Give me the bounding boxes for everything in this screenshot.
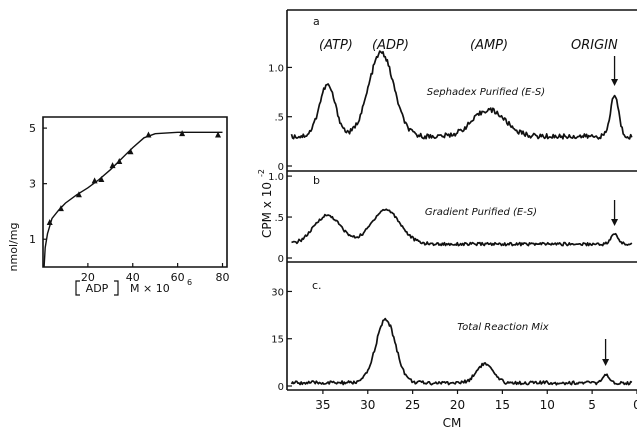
left-y-tick-label: 5 (29, 122, 36, 135)
panel-c-y-tick-label: 15 (271, 335, 284, 346)
panel-a-y-tick-label: 1.0 (268, 63, 284, 74)
left-data-point (215, 131, 222, 138)
right-plot-frame (286, 9, 637, 391)
panel-c-arrow-icon (602, 339, 610, 366)
right-y-axis-label: CPM x 10 -2 (257, 169, 274, 238)
panel-b-y-ticks: 0 .5 1.0 (268, 172, 292, 265)
left-x-label-bracket-text: ADP (86, 282, 109, 295)
panel-c-y-ticks: 0 15 30 (271, 287, 292, 393)
left-x-tick-label: 80 (216, 271, 230, 284)
left-x-axis-label: ADP M × 10 6 (75, 278, 192, 296)
arrow-head (602, 359, 610, 366)
panel-a-trace (290, 50, 633, 140)
left-y-ticks: 1 3 5 (29, 122, 47, 246)
right-x-ticks: 35 30 25 20 15 10 5 0 (315, 390, 637, 412)
panel-c-letter: c. (312, 279, 322, 292)
left-data-point (109, 162, 116, 169)
left-data-point (75, 191, 82, 198)
panel-c-y-tick-label: 0 (278, 382, 284, 393)
left-data-point (57, 205, 64, 212)
peak-label-amp: (AMP) (470, 38, 508, 53)
left-x-tick-label: 60 (171, 271, 185, 284)
left-bracket-open (75, 280, 80, 296)
panel-b-y-tick-label: 0 (278, 254, 284, 265)
left-x-tick-label: 40 (126, 271, 140, 284)
panel-b-title: Gradient Purified (E-S) (425, 207, 537, 218)
chromatogram-plot: 35302520151050 (ATP) (ADP) (AMP) ORIGIN … (257, 9, 637, 430)
panel-a-y-tick-label: 0 (278, 162, 284, 173)
panel-a-arrow-icon (611, 56, 619, 86)
right-x-axis-label: CM (443, 416, 462, 430)
peak-label-origin: ORIGIN (571, 38, 618, 53)
right-y-axis-label-exponent: -2 (257, 169, 266, 177)
panel-c-trace-line (290, 317, 633, 386)
panel-a-trace-line (290, 50, 633, 140)
left-data-point (179, 130, 186, 137)
left-data-points (46, 130, 222, 226)
right-x-tick-label: 0 (633, 398, 637, 412)
right-x-tick-label: 35 (315, 398, 330, 412)
left-fit-line (43, 131, 223, 268)
panel-b: b Gradient Purified (E-S) 0 .5 1.0 (268, 172, 633, 265)
left-data-point (116, 157, 123, 164)
panel-b-y-tick-label: .5 (274, 213, 284, 224)
panel-c-y-tick-label: 30 (271, 287, 284, 298)
left-x-label-rest: M × 10 (130, 282, 170, 295)
left-x-ticks: 20 40 60 80 (81, 263, 230, 284)
right-x-tick-label: 20 (450, 398, 465, 412)
panel-b-letter: b (313, 174, 320, 187)
panel-a-y-ticks: 0 .5 1.0 (268, 63, 292, 173)
left-x-tick-label: 20 (81, 271, 95, 284)
panel-a-letter: a (313, 15, 320, 28)
left-data-point (91, 177, 98, 184)
left-y-axis-label: nmol/mg (7, 223, 20, 272)
peak-label-atp: (ATP) (319, 38, 353, 53)
left-data-point (145, 131, 152, 138)
left-y-tick-label: 3 (29, 178, 36, 191)
right-x-tick-label: 10 (540, 398, 555, 412)
peak-label-adp: (ADP) (372, 38, 409, 53)
panel-c-title: Total Reaction Mix (457, 322, 548, 333)
arrow-head (611, 79, 619, 86)
left-data-point (46, 219, 53, 226)
right-x-tick-label: 25 (405, 398, 420, 412)
panel-b-y-tick-label: 1.0 (268, 172, 284, 183)
panel-c-trace (290, 317, 633, 386)
right-y-axis-label-text: CPM x 10 (260, 182, 274, 238)
arrow-head (611, 219, 619, 226)
left-y-tick-label: 1 (29, 233, 36, 246)
right-x-tick-label: 30 (360, 398, 375, 412)
panel-b-trace-line (291, 208, 633, 247)
panel-a-title: Sephadex Purified (E-S) (427, 87, 545, 98)
adp-binding-plot: 20 40 60 80 1 3 5 nmol/mg ADP M × 10 6 (7, 116, 230, 296)
left-data-point (127, 148, 134, 155)
left-fit-curve (43, 131, 223, 268)
left-x-label-exponent: 6 (187, 278, 192, 287)
right-x-tick-label: 5 (588, 398, 596, 412)
panel-c: c. Total Reaction Mix 0 15 30 (271, 279, 633, 393)
panel-a: a Sephadex Purified (E-S) 0 .5 1.0 (268, 15, 633, 173)
left-bracket-close (114, 280, 119, 296)
panel-a-y-tick-label: .5 (274, 113, 284, 124)
right-x-tick-label: 15 (495, 398, 510, 412)
panel-b-arrow-icon (611, 200, 619, 226)
left-plot-axes (42, 116, 228, 268)
left-plot-frame (42, 116, 228, 268)
panel-b-trace (291, 208, 633, 247)
left-data-point (98, 176, 105, 182)
